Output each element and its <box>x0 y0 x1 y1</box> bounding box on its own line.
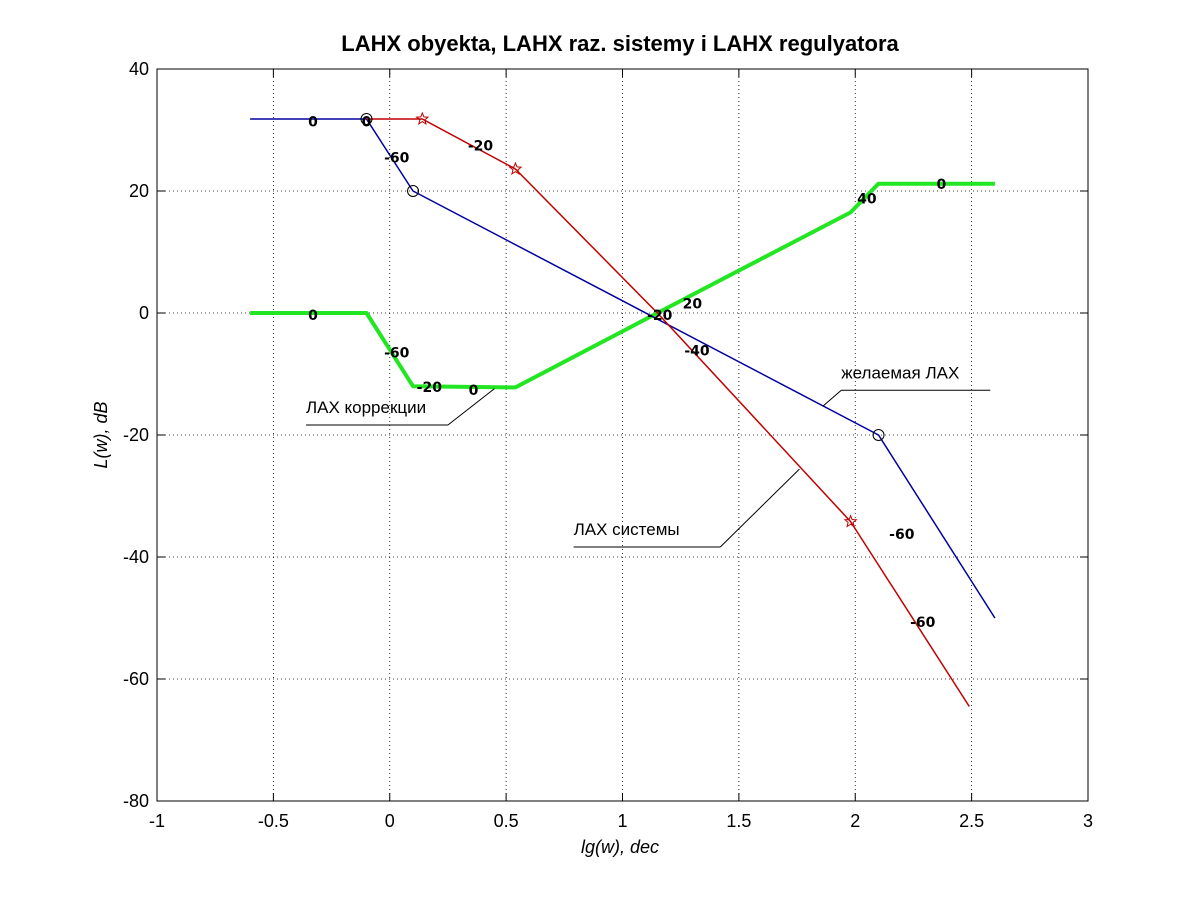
slope-label: -60 <box>889 527 915 543</box>
series-line-0 <box>250 118 996 619</box>
y-tick-label: -20 <box>123 425 149 445</box>
slope-label: 0 <box>362 115 372 131</box>
series-marker-0 <box>360 113 373 126</box>
series-line-2 <box>250 181 995 390</box>
annotation-text: ЛАХ системы <box>574 520 680 539</box>
annotation-text: желаемая ЛАХ <box>841 363 959 382</box>
slope-label: 0 <box>308 308 318 324</box>
series-marker-1 <box>415 111 430 126</box>
slope-label: -40 <box>684 343 710 359</box>
series-marker-1 <box>843 514 858 528</box>
series-line-1 <box>366 118 970 707</box>
series-marker-0 <box>872 429 885 441</box>
slope-label: -60 <box>384 345 410 361</box>
slope-label: -20 <box>468 138 494 154</box>
annotation-leader <box>719 468 800 548</box>
series-marker-0 <box>407 185 420 197</box>
x-tick-label: 3 <box>1083 811 1093 831</box>
slope-label: -60 <box>910 615 936 631</box>
x-tick-label: 1.5 <box>726 811 751 831</box>
slope-label: 0 <box>469 383 479 399</box>
series-group <box>250 118 996 707</box>
annotation-text: ЛАХ коррекции <box>306 398 426 417</box>
slope-label: -20 <box>417 380 443 396</box>
x-tick-label: 2.5 <box>959 811 984 831</box>
annotation-leader <box>822 389 842 407</box>
series-marker-1 <box>508 161 523 176</box>
annotation-leader <box>447 388 495 426</box>
annotation-group: желаемая ЛАХ ЛАХ коррекции ЛАХ системы <box>305 363 991 548</box>
x-tick-label: 0 <box>385 811 395 831</box>
ticks: -1 -0.5 0 0.5 1 1.5 2 2.5 3 -80 -60 -40 -20 0 20 40 <box>123 59 1093 831</box>
y-axis-label: L(w), dB <box>91 401 111 468</box>
y-tick-label: -60 <box>123 669 149 689</box>
slope-label: -60 <box>384 151 410 167</box>
slope-label: 40 <box>857 192 877 208</box>
y-tick-label: -80 <box>123 791 149 811</box>
chart-title: LAHX obyekta, LAHX raz. sistemy i LAHX r… <box>341 31 899 56</box>
x-tick-label: -0.5 <box>258 811 289 831</box>
slope-label: -20 <box>647 308 673 324</box>
y-tick-label: 20 <box>129 181 149 201</box>
x-axis-label: lg(w), dec <box>581 837 659 857</box>
x-tick-label: 2 <box>850 811 860 831</box>
marker-group <box>360 111 885 528</box>
y-tick-label: -40 <box>123 547 149 567</box>
slope-label: 0 <box>308 115 318 131</box>
slope-label-group: 0 0 -60 -20 -20 20 -40 40 0 -60 -60 0 -60 -20 0 <box>308 115 946 631</box>
slope-label: 20 <box>683 296 703 312</box>
x-tick-label: 1 <box>617 811 627 831</box>
y-tick-label: 40 <box>129 59 149 79</box>
x-tick-label: 0.5 <box>494 811 519 831</box>
x-tick-label: -1 <box>149 811 165 831</box>
slope-label: 0 <box>936 177 946 193</box>
y-tick-label: 0 <box>139 303 149 323</box>
